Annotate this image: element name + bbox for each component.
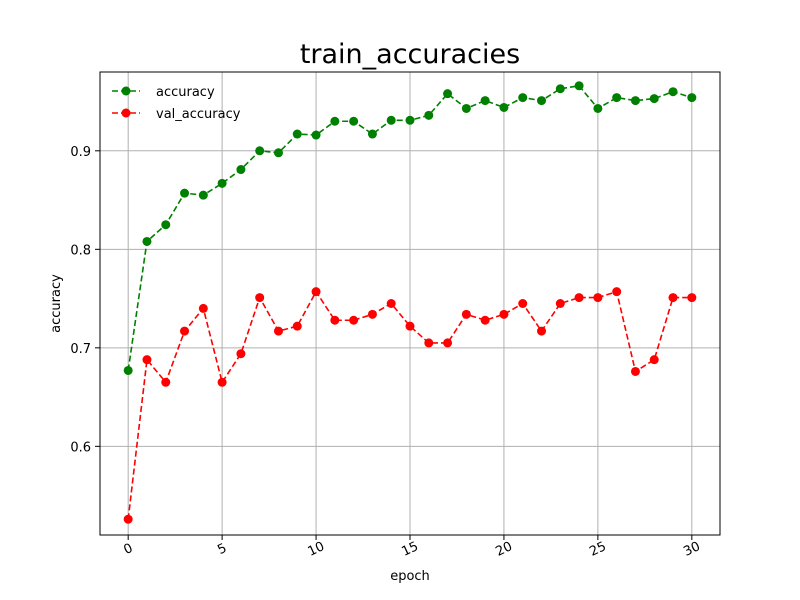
data-point-accuracy bbox=[424, 110, 434, 120]
y-tick-label: 0.8 bbox=[70, 243, 91, 258]
data-point-accuracy bbox=[537, 96, 547, 106]
data-point-accuracy bbox=[555, 84, 565, 94]
data-point-val-accuracy bbox=[499, 309, 509, 319]
data-point-val-accuracy bbox=[537, 326, 547, 336]
data-point-val-accuracy bbox=[330, 315, 340, 325]
y-axis-label: accuracy bbox=[49, 274, 64, 333]
data-point-val-accuracy bbox=[367, 309, 377, 319]
x-tick-label: 25 bbox=[587, 539, 608, 560]
data-point-accuracy bbox=[236, 165, 246, 175]
legend: accuracy val_accuracy bbox=[112, 85, 241, 122]
data-point-accuracy bbox=[386, 115, 396, 125]
data-point-val-accuracy bbox=[161, 377, 171, 387]
data-point-val-accuracy bbox=[273, 326, 283, 336]
data-point-accuracy bbox=[217, 178, 227, 188]
data-point-val-accuracy bbox=[292, 321, 302, 331]
ticks: 0 5 10 15 20 25 300.60.70.80.9 bbox=[70, 145, 702, 560]
data-point-accuracy bbox=[367, 129, 377, 139]
data-point-val-accuracy bbox=[311, 287, 321, 297]
grid bbox=[100, 72, 720, 535]
data-point-accuracy bbox=[480, 96, 490, 106]
x-tick-label: 30 bbox=[681, 539, 702, 560]
legend-marker-val-accuracy bbox=[121, 108, 131, 118]
data-point-accuracy bbox=[330, 116, 340, 126]
data-point-val-accuracy bbox=[687, 293, 697, 303]
data-point-val-accuracy bbox=[386, 299, 396, 308]
x-tick-label: 15 bbox=[400, 539, 421, 560]
data-point-val-accuracy bbox=[574, 293, 584, 303]
data-point-val-accuracy bbox=[405, 321, 415, 331]
y-tick-label: 0.6 bbox=[70, 440, 91, 455]
data-point-accuracy bbox=[255, 146, 265, 156]
data-point-accuracy bbox=[630, 96, 640, 106]
data-point-accuracy bbox=[292, 129, 302, 139]
chart-title: train_accuracies bbox=[300, 39, 520, 70]
data-point-val-accuracy bbox=[198, 303, 208, 313]
data-point-accuracy bbox=[499, 102, 509, 112]
series-layer bbox=[123, 81, 697, 524]
data-point-accuracy bbox=[461, 103, 471, 113]
data-point-val-accuracy bbox=[349, 315, 359, 325]
data-point-val-accuracy bbox=[255, 293, 265, 303]
data-point-accuracy bbox=[273, 148, 283, 158]
data-point-accuracy bbox=[574, 81, 584, 91]
data-point-val-accuracy bbox=[236, 349, 246, 359]
data-point-accuracy bbox=[123, 365, 133, 375]
data-point-accuracy bbox=[349, 116, 359, 126]
data-point-accuracy bbox=[443, 89, 453, 99]
x-tick-label: 20 bbox=[493, 539, 514, 560]
data-point-val-accuracy bbox=[668, 293, 678, 303]
data-point-val-accuracy bbox=[461, 309, 471, 319]
data-point-val-accuracy bbox=[630, 366, 640, 376]
legend-marker-accuracy bbox=[121, 86, 131, 96]
data-point-accuracy bbox=[518, 93, 528, 103]
data-point-val-accuracy bbox=[593, 293, 603, 303]
data-point-accuracy bbox=[311, 130, 321, 140]
y-tick-label: 0.7 bbox=[70, 342, 91, 357]
data-point-val-accuracy bbox=[555, 299, 565, 308]
data-point-val-accuracy bbox=[123, 514, 133, 524]
data-point-val-accuracy bbox=[424, 338, 434, 348]
legend-label-accuracy: accuracy bbox=[156, 85, 215, 100]
x-axis-label: epoch bbox=[390, 569, 430, 584]
data-point-accuracy bbox=[612, 93, 622, 103]
data-point-accuracy bbox=[649, 94, 659, 104]
data-point-accuracy bbox=[687, 93, 697, 103]
data-point-accuracy bbox=[405, 115, 415, 125]
data-point-val-accuracy bbox=[217, 377, 227, 387]
data-point-accuracy bbox=[161, 220, 171, 230]
data-point-accuracy bbox=[668, 87, 678, 97]
data-point-accuracy bbox=[180, 188, 190, 198]
data-point-accuracy bbox=[198, 190, 208, 200]
data-point-accuracy bbox=[593, 103, 603, 113]
data-point-val-accuracy bbox=[180, 326, 190, 336]
y-tick-label: 0.9 bbox=[70, 145, 91, 160]
data-point-val-accuracy bbox=[649, 355, 659, 365]
data-point-val-accuracy bbox=[518, 299, 528, 308]
data-point-val-accuracy bbox=[480, 315, 490, 325]
x-tick-label: 10 bbox=[306, 539, 327, 560]
legend-label-val-accuracy: val_accuracy bbox=[156, 107, 241, 122]
data-point-val-accuracy bbox=[612, 287, 622, 297]
data-point-val-accuracy bbox=[142, 355, 152, 365]
data-point-val-accuracy bbox=[443, 338, 453, 348]
data-point-accuracy bbox=[142, 236, 152, 246]
